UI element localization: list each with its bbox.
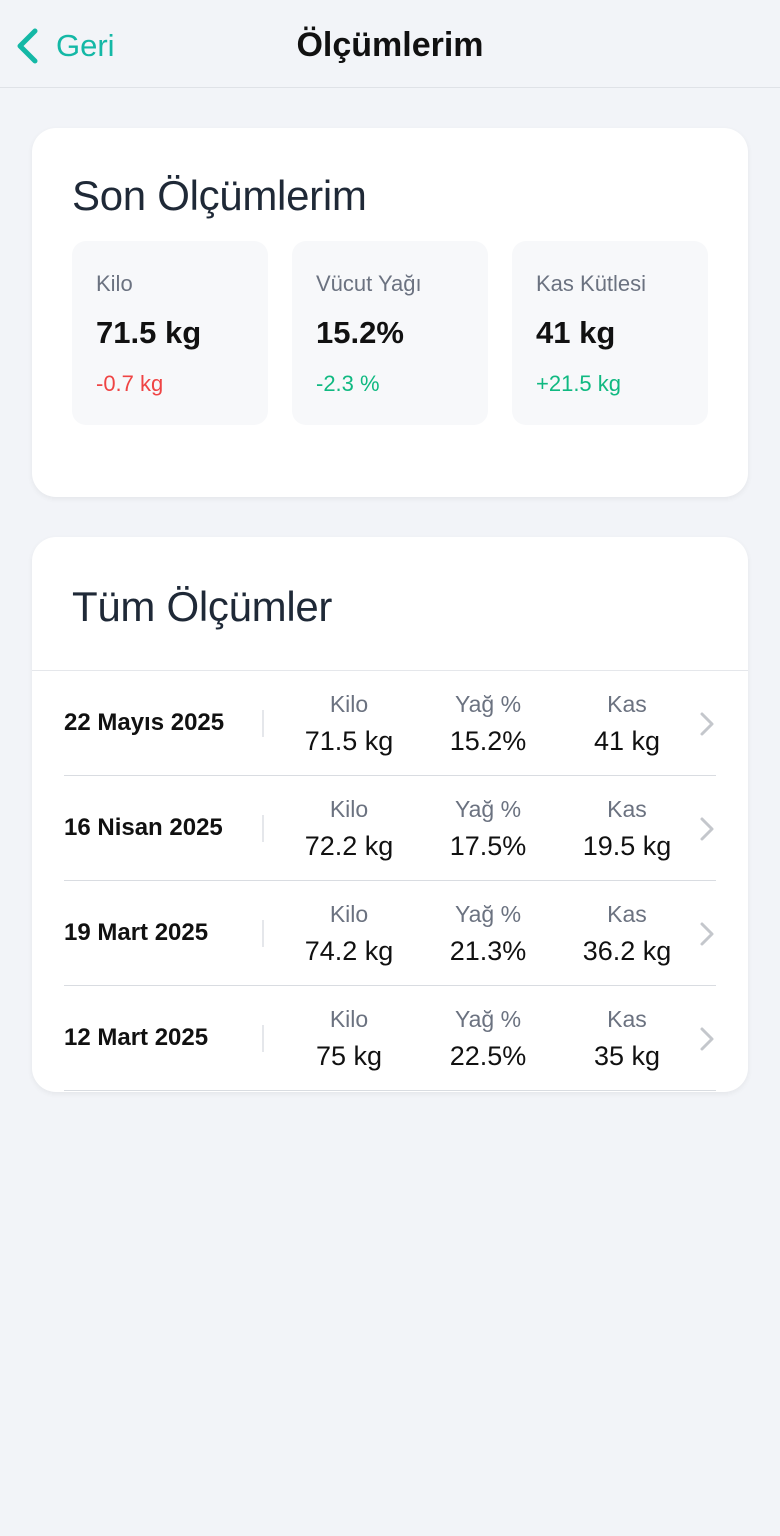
back-button-label: Geri xyxy=(56,28,115,63)
muscle-column: Kas 41 kg xyxy=(557,689,697,761)
measurement-row[interactable]: 22 Mayıs 2025 Kilo 71.5 kg Yağ % 15.2% K… xyxy=(64,671,716,776)
divider xyxy=(262,920,264,947)
chevron-right-icon xyxy=(700,922,714,946)
weight-column: Kilo 75 kg xyxy=(279,1004,419,1076)
measurement-date: 16 Nisan 2025 xyxy=(64,814,223,841)
stat-muscle-mass[interactable]: Kas Kütlesi 41 kg +21.5 kg xyxy=(512,241,708,425)
fat-column: Yağ % 17.5% xyxy=(418,794,558,866)
fat-label: Yağ % xyxy=(454,796,522,822)
muscle-label: Kas xyxy=(607,901,647,927)
fat-column: Yağ % 22.5% xyxy=(418,1004,558,1076)
stat-value: 15.2% xyxy=(316,315,404,350)
weight-value: 71.5 kg xyxy=(304,726,394,756)
stat-delta: -0.7 kg xyxy=(96,371,164,396)
stat-value: 71.5 kg xyxy=(96,315,202,350)
stat-label: Vücut Yağı xyxy=(316,271,422,296)
divider xyxy=(262,1025,264,1052)
weight-column: Kilo 72.2 kg xyxy=(279,794,419,866)
stat-delta: +21.5 kg xyxy=(536,371,622,396)
latest-measurements-heading: Son Ölçümlerim xyxy=(72,172,367,219)
fat-value: 17.5% xyxy=(449,831,527,861)
chevron-left-icon xyxy=(17,28,38,64)
stat-label: Kas Kütlesi xyxy=(536,271,647,296)
stat-body-fat[interactable]: Vücut Yağı 15.2% -2.3 % xyxy=(292,241,488,425)
measurement-date: 12 Mart 2025 xyxy=(64,1024,209,1051)
weight-value: 72.2 kg xyxy=(304,831,394,861)
muscle-value: 36.2 kg xyxy=(582,936,672,966)
latest-measurements-card: Son Ölçümlerim Kilo 71.5 kg -0.7 kg Vücu… xyxy=(32,128,748,497)
stat-delta: -2.3 % xyxy=(316,371,380,396)
fat-label: Yağ % xyxy=(454,691,522,717)
stat-row: Kilo 71.5 kg -0.7 kg Vücut Yağı 15.2% -2… xyxy=(72,241,708,425)
fat-label: Yağ % xyxy=(454,1006,522,1032)
measurement-row[interactable]: 19 Mart 2025 Kilo 74.2 kg Yağ % 21.3% Ka… xyxy=(64,881,716,986)
weight-column: Kilo 74.2 kg xyxy=(279,899,419,971)
stat-label: Kilo xyxy=(96,271,133,296)
weight-label: Kilo xyxy=(329,901,369,927)
measurement-row[interactable]: 12 Mart 2025 Kilo 75 kg Yağ % 22.5% Kas … xyxy=(64,986,716,1091)
chevron-right-icon xyxy=(700,712,714,736)
fat-value: 21.3% xyxy=(449,936,527,966)
weight-value: 75 kg xyxy=(315,1041,383,1071)
weight-label: Kilo xyxy=(329,1006,369,1032)
measurement-row[interactable]: 16 Nisan 2025 Kilo 72.2 kg Yağ % 17.5% K… xyxy=(64,776,716,881)
muscle-value: 19.5 kg xyxy=(582,831,672,861)
fat-value: 15.2% xyxy=(449,726,527,756)
fat-column: Yağ % 15.2% xyxy=(418,689,558,761)
fat-label: Yağ % xyxy=(454,901,522,927)
muscle-column: Kas 36.2 kg xyxy=(557,899,697,971)
muscle-value: 35 kg xyxy=(593,1041,661,1071)
muscle-label: Kas xyxy=(607,1006,647,1032)
stat-value: 41 kg xyxy=(536,315,616,350)
fat-column: Yağ % 21.3% xyxy=(418,899,558,971)
muscle-column: Kas 19.5 kg xyxy=(557,794,697,866)
nav-bar: Geri Ölçümlerim xyxy=(0,0,780,88)
fat-value: 22.5% xyxy=(449,1041,527,1071)
divider xyxy=(32,670,748,671)
measurement-date: 19 Mart 2025 xyxy=(64,919,209,946)
muscle-label: Kas xyxy=(607,796,647,822)
back-button[interactable]: Geri xyxy=(14,24,115,68)
muscle-value: 41 kg xyxy=(593,726,661,756)
chevron-right-icon xyxy=(700,817,714,841)
weight-value: 74.2 kg xyxy=(304,936,394,966)
weight-column: Kilo 71.5 kg xyxy=(279,689,419,761)
chevron-right-icon xyxy=(700,1027,714,1051)
muscle-column: Kas 35 kg xyxy=(557,1004,697,1076)
stat-weight[interactable]: Kilo 71.5 kg -0.7 kg xyxy=(72,241,268,425)
weight-label: Kilo xyxy=(329,796,369,822)
muscle-label: Kas xyxy=(607,691,647,717)
page-title: Ölçümlerim xyxy=(296,26,484,64)
weight-label: Kilo xyxy=(329,691,369,717)
divider xyxy=(262,815,264,842)
measurement-date: 22 Mayıs 2025 xyxy=(64,709,225,736)
all-measurements-heading: Tüm Ölçümler xyxy=(72,583,333,630)
all-measurements-card: Tüm Ölçümler 22 Mayıs 2025 Kilo 71.5 kg … xyxy=(32,537,748,1092)
divider xyxy=(262,710,264,737)
